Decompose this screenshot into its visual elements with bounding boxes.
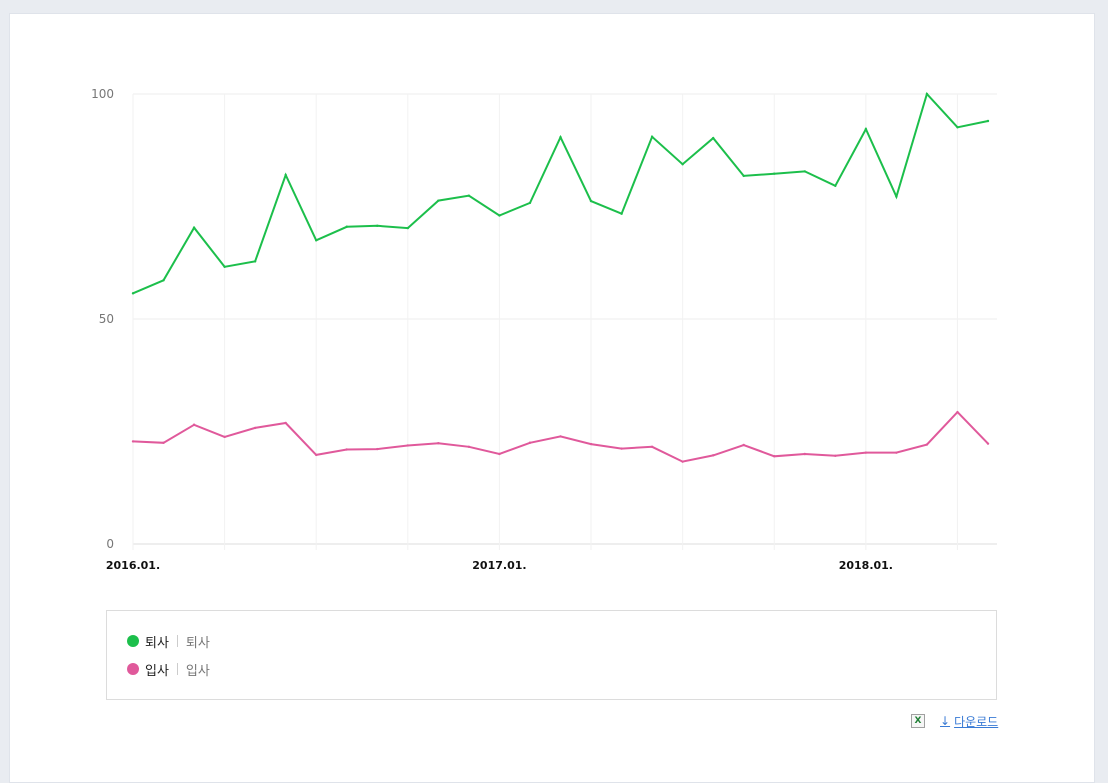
data-point [589, 199, 593, 203]
data-point [803, 170, 806, 173]
data-point [681, 460, 684, 463]
data-point [253, 260, 257, 263]
data-point [834, 184, 837, 187]
excel-icon[interactable]: X [911, 714, 925, 728]
data-point [528, 201, 532, 205]
data-point [620, 212, 623, 215]
legend-label: 입사 [145, 663, 169, 679]
data-point [864, 451, 868, 454]
data-point [223, 265, 226, 268]
data-point [131, 440, 135, 443]
data-point [803, 452, 806, 456]
download-arrow-icon: ↓ [940, 714, 951, 728]
data-point [284, 173, 287, 177]
data-point [498, 214, 501, 217]
data-point [650, 135, 654, 138]
data-point [345, 225, 348, 228]
series-line-0 [132, 92, 989, 295]
legend-dot-join [127, 663, 139, 675]
data-point [711, 136, 715, 140]
data-point [711, 454, 715, 457]
data-point [528, 441, 532, 444]
x-tick-label: 2017.01. [472, 559, 526, 572]
data-point [956, 410, 959, 414]
data-point [895, 451, 898, 454]
legend-sub-label: 퇴사 [185, 635, 210, 651]
data-point [559, 435, 562, 438]
data-point [986, 119, 990, 123]
data-point [559, 136, 562, 139]
data-point [345, 448, 348, 451]
data-point [650, 445, 654, 448]
data-point [437, 199, 440, 202]
data-point [467, 194, 471, 197]
data-point [131, 292, 135, 295]
data-point [223, 435, 226, 439]
data-point [253, 426, 257, 430]
data-point [925, 443, 929, 446]
chart-legend: 퇴사 퇴사 입사 입사 [106, 610, 997, 700]
line-chart: 100 50 0 2016.01. 2017.01. 2018.01. [91, 87, 997, 572]
data-point [376, 447, 379, 451]
download-label: 다운로드 [954, 714, 999, 729]
data-point [589, 442, 593, 446]
legend-separator [176, 663, 178, 675]
data-point [192, 423, 196, 426]
legend-separator [176, 635, 178, 647]
data-point [742, 174, 745, 178]
x-axis: 2016.01. 2017.01. 2018.01. [106, 559, 893, 572]
legend-item-join[interactable]: 입사 입사 [127, 660, 210, 679]
data-point [620, 447, 623, 450]
data-point [742, 443, 745, 447]
data-point [467, 445, 471, 448]
data-point [956, 126, 959, 129]
legend-sub-label: 입사 [185, 663, 210, 679]
data-point [406, 226, 410, 230]
y-tick-label: 0 [106, 537, 114, 551]
data-point [986, 442, 990, 445]
data-point [406, 444, 410, 447]
x-tick-label: 2018.01. [839, 559, 893, 572]
legend-label: 퇴사 [145, 635, 169, 651]
data-point [498, 452, 501, 456]
legend-dot-resign [127, 635, 139, 647]
download-area: X ↓ 다운로드 [911, 712, 998, 730]
legend-item-resign[interactable]: 퇴사 퇴사 [127, 632, 210, 651]
y-tick-label: 100 [91, 87, 114, 101]
chart-grid [132, 93, 997, 550]
data-point [925, 92, 929, 96]
y-axis: 100 50 0 [91, 87, 114, 551]
data-point [162, 279, 165, 282]
data-point [864, 127, 868, 131]
data-point [437, 442, 440, 445]
data-point [834, 454, 837, 457]
data-point [773, 455, 776, 458]
data-point [895, 195, 898, 198]
data-point [315, 453, 318, 457]
data-point [376, 224, 379, 228]
data-point [681, 163, 684, 166]
data-point [162, 441, 165, 444]
series-group [131, 92, 990, 463]
data-point [192, 226, 196, 229]
download-link[interactable]: ↓ 다운로드 [940, 713, 998, 730]
data-point [284, 421, 287, 425]
data-point [315, 239, 318, 242]
y-tick-label: 50 [99, 312, 114, 326]
data-point [773, 172, 776, 175]
x-tick-label: 2016.01. [106, 559, 160, 572]
